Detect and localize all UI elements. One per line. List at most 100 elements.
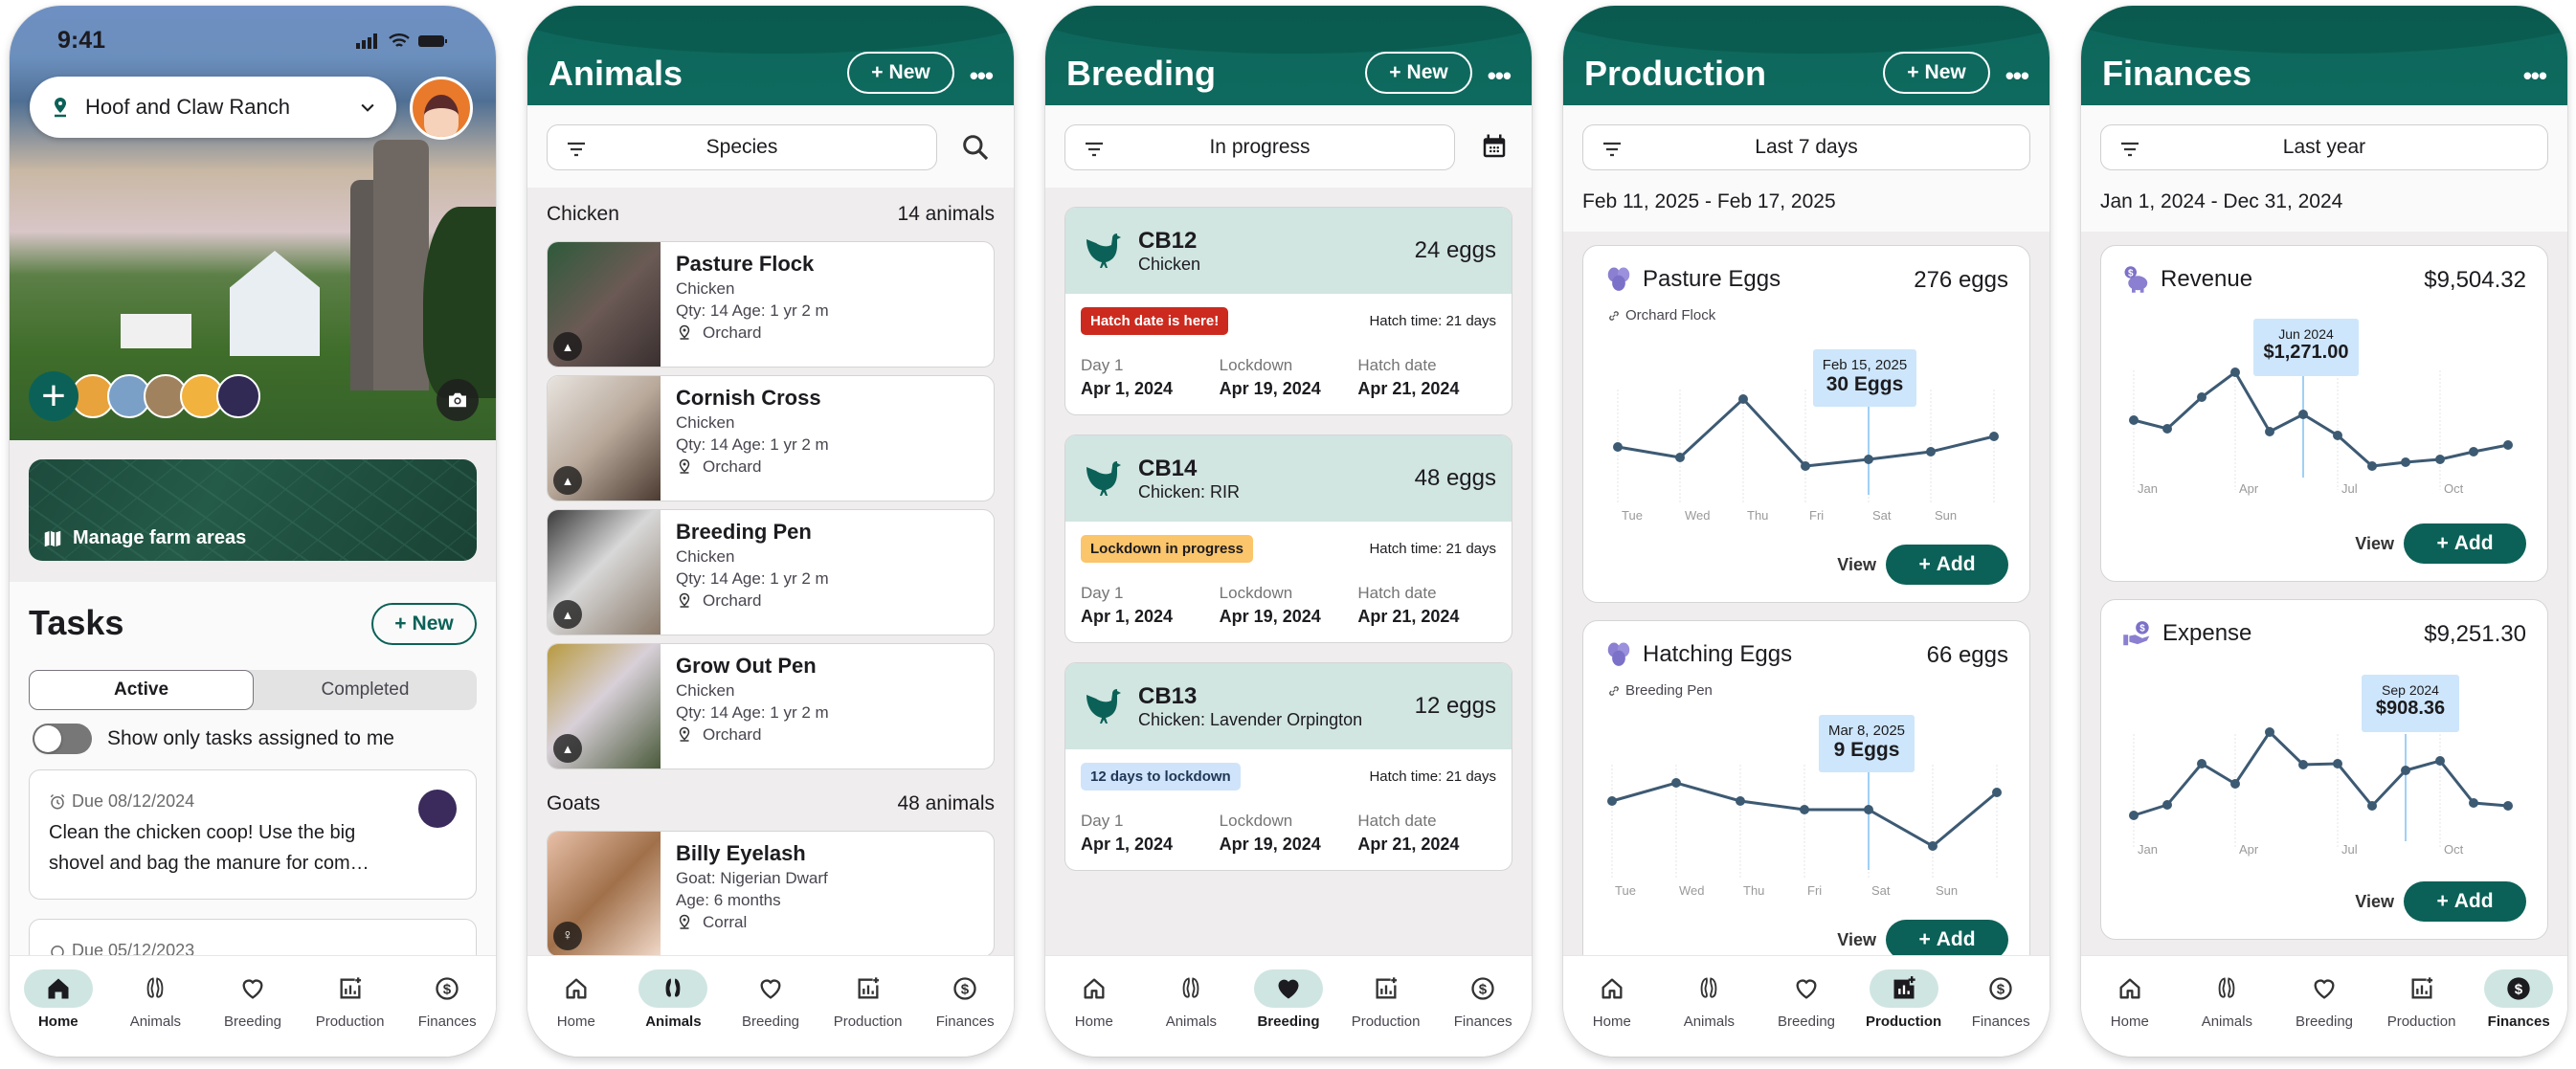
- nav-home[interactable]: Home: [533, 969, 619, 1057]
- more-menu-icon[interactable]: •••: [2005, 61, 2029, 90]
- view-button[interactable]: View: [2355, 892, 2394, 911]
- search-icon[interactable]: [960, 132, 991, 163]
- battery-icon: [418, 34, 447, 47]
- animal-details: Age: 6 months: [676, 891, 781, 909]
- animal-card[interactable]: ▲ Pasture Flock Chicken Qty: 14 Age: 1 yr …: [547, 241, 995, 367]
- hoof-icon: [1695, 975, 1722, 1002]
- nav-animals[interactable]: Animals: [1148, 969, 1234, 1057]
- linked-group[interactable]: Breeding Pen: [1606, 682, 1713, 699]
- view-button[interactable]: View: [1837, 930, 1876, 949]
- tab-active[interactable]: Active: [29, 670, 254, 710]
- nav-production[interactable]: Production: [2379, 969, 2465, 1057]
- assigned-to-me-switch[interactable]: [33, 724, 92, 754]
- add-button[interactable]: + Add: [1886, 920, 2008, 955]
- bottom-nav: Home Animals Breeding Production Finance…: [10, 955, 496, 1057]
- new-record-button[interactable]: + New: [1883, 52, 1990, 94]
- breeding-batch-card[interactable]: CB13 Chicken: Lavender Orpington 12 eggs 1…: [1064, 662, 1512, 871]
- nav-finances[interactable]: Finances: [404, 969, 490, 1057]
- revenue-line-chart[interactable]: Jan Apr Jul Oct: [2101, 313, 2547, 504]
- farm-selector[interactable]: Hoof and Claw Ranch: [30, 77, 396, 138]
- batch-species: Chicken: Lavender Orpington: [1138, 709, 1363, 729]
- view-button[interactable]: View: [2355, 534, 2394, 553]
- nav-production[interactable]: Production: [307, 969, 393, 1057]
- nav-breeding[interactable]: Breeding: [728, 969, 814, 1057]
- new-batch-button[interactable]: + New: [1365, 52, 1472, 94]
- animal-card[interactable]: ▲ Cornish Cross Chicken Qty: 14 Age: 1 yr …: [547, 375, 995, 501]
- expense-line-chart[interactable]: Jan Apr Jul Oct: [2101, 667, 2547, 858]
- breeding-batch-card[interactable]: CB14 Chicken: RIR 48 eggs Lockdown in prog…: [1064, 434, 1512, 643]
- animal-card[interactable]: ▲ Breeding Pen Chicken Qty: 14 Age: 1 yr 2…: [547, 509, 995, 635]
- production-card[interactable]: Hatching Eggs 66 eggs Breeding Pen Tue We…: [1582, 620, 2030, 955]
- app-bar: Animals + New •••: [527, 6, 1014, 105]
- nav-finances[interactable]: Finances: [1958, 969, 2044, 1057]
- view-button[interactable]: View: [1837, 555, 1876, 574]
- nav-finances[interactable]: Finances: [922, 969, 1008, 1057]
- task-card[interactable]: Due 08/12/2024 Clean the chicken coop! U…: [29, 769, 477, 900]
- nav-animals[interactable]: Animals: [1666, 969, 1752, 1057]
- animal-card[interactable]: ▲ Grow Out Pen Chicken Qty: 14 Age: 1 yr 2…: [547, 643, 995, 769]
- more-menu-icon[interactable]: •••: [969, 61, 994, 90]
- barn-image: [230, 251, 320, 356]
- member-avatar[interactable]: [216, 374, 260, 418]
- plus-icon: +: [1918, 553, 1931, 575]
- pasture-eggs-line-chart[interactable]: Tue Wed Thu Fri Sat Sun: [1583, 332, 2029, 523]
- nav-finances[interactable]: Finances: [1440, 969, 1526, 1057]
- more-menu-icon[interactable]: •••: [1487, 61, 1512, 90]
- date-label: Day 1: [1081, 584, 1124, 602]
- nav-production[interactable]: Production: [825, 969, 911, 1057]
- animal-card[interactable]: ♀ Billy Eyelash Goat: Nigerian Dwarf Age: …: [547, 831, 995, 955]
- animal-details: Qty: 14 Age: 1 yr 2 m: [676, 703, 829, 722]
- map-pattern: [29, 459, 477, 561]
- date-range-filter[interactable]: Last year: [2100, 124, 2548, 170]
- finance-card[interactable]: $ Expense $9,251.30 Jan Apr Jul Oct Sep 202…: [2100, 599, 2548, 940]
- new-task-button[interactable]: + New: [371, 603, 477, 645]
- card-title-text: Revenue: [2161, 266, 2253, 292]
- home-icon: [563, 975, 590, 1002]
- user-avatar[interactable]: [410, 77, 473, 140]
- calendar-icon[interactable]: [1480, 132, 1509, 161]
- date-value: Apr 21, 2024: [1357, 607, 1460, 626]
- nav-breeding[interactable]: Breeding: [2281, 969, 2367, 1057]
- tab-completed[interactable]: Completed: [321, 679, 410, 700]
- more-menu-icon[interactable]: •••: [2522, 61, 2547, 90]
- svg-text:Oct: Oct: [2444, 481, 2464, 496]
- nav-label: Animals: [2201, 1013, 2253, 1030]
- animal-photo: ▲: [548, 644, 661, 768]
- nav-label: Finances: [417, 1013, 477, 1030]
- nav-production[interactable]: Production: [1861, 969, 1947, 1057]
- due-date: Due 08/12/2024: [72, 791, 195, 811]
- finance-card[interactable]: $ Revenue $9,504.32 Jan Apr Jul Oct Jun 202…: [2100, 245, 2548, 582]
- nav-animals[interactable]: Animals: [2184, 969, 2270, 1057]
- add-button[interactable]: + Add: [2404, 881, 2526, 922]
- add-button[interactable]: + Add: [2404, 523, 2526, 564]
- group-count: 48 animals: [897, 792, 995, 814]
- nav-animals[interactable]: Animals: [630, 969, 716, 1057]
- card-title-text: Pasture Eggs: [1643, 266, 1781, 292]
- new-animal-button[interactable]: + New: [847, 52, 954, 94]
- nav-home[interactable]: Home: [1051, 969, 1137, 1057]
- svg-text:Jan: Jan: [2138, 481, 2158, 496]
- camera-button[interactable]: [437, 379, 479, 421]
- nav-finances[interactable]: Finances: [2475, 969, 2562, 1057]
- nav-breeding[interactable]: Breeding: [210, 969, 296, 1057]
- home-screen: 9:41 Hoof and Claw Ranch + Manage farm a…: [10, 6, 496, 1057]
- breeding-batch-card[interactable]: CB12 Chicken 24 eggs Hatch date is here! Ha…: [1064, 207, 1512, 415]
- manage-farm-areas-card[interactable]: Manage farm areas: [29, 459, 477, 561]
- date-range-filter[interactable]: Last 7 days: [1582, 124, 2030, 170]
- nav-production[interactable]: Production: [1343, 969, 1429, 1057]
- add-member-button[interactable]: +: [29, 371, 78, 421]
- nav-breeding[interactable]: Breeding: [1763, 969, 1849, 1057]
- nav-home[interactable]: Home: [2087, 969, 2173, 1057]
- species-filter[interactable]: Species: [547, 124, 937, 170]
- add-button[interactable]: + Add: [1886, 545, 2008, 585]
- production-card[interactable]: Pasture Eggs 276 eggs Orchard Flock Tue W…: [1582, 245, 2030, 603]
- nav-home[interactable]: Home: [1569, 969, 1655, 1057]
- page-title: Finances: [2102, 54, 2252, 93]
- hatching-eggs-line-chart[interactable]: Tue Wed Thu Fri Sat Sun: [1583, 707, 2029, 899]
- status-filter[interactable]: In progress: [1064, 124, 1455, 170]
- linked-group[interactable]: Orchard Flock: [1606, 307, 1715, 323]
- nav-animals[interactable]: Animals: [112, 969, 198, 1057]
- nav-home[interactable]: Home: [15, 969, 101, 1057]
- nav-breeding[interactable]: Breeding: [1245, 969, 1332, 1057]
- farm-name: Hoof and Claw Ranch: [85, 95, 291, 119]
